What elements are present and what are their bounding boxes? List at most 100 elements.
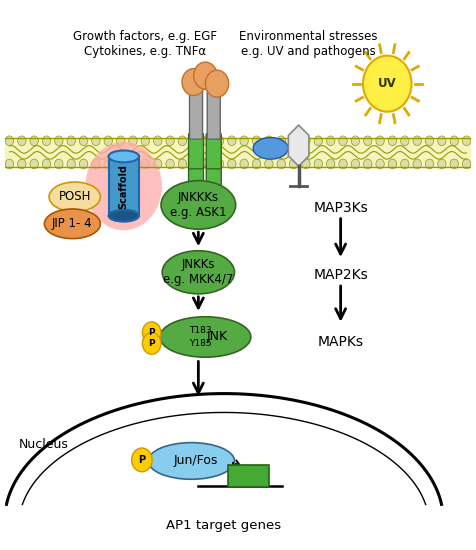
Circle shape [240, 159, 248, 169]
Circle shape [437, 159, 446, 169]
Circle shape [302, 136, 310, 146]
Circle shape [314, 159, 323, 169]
Ellipse shape [109, 210, 139, 222]
FancyBboxPatch shape [207, 87, 220, 139]
Circle shape [376, 159, 384, 169]
Circle shape [327, 159, 335, 169]
Circle shape [401, 159, 409, 169]
Circle shape [117, 159, 125, 169]
Circle shape [450, 136, 458, 146]
Circle shape [462, 136, 471, 146]
Text: JNK: JNK [207, 331, 228, 344]
Text: Y185: Y185 [189, 339, 212, 348]
Circle shape [401, 136, 409, 146]
Circle shape [190, 159, 199, 169]
Circle shape [339, 136, 347, 146]
Circle shape [79, 136, 88, 146]
Circle shape [351, 159, 359, 169]
Circle shape [67, 159, 75, 169]
FancyBboxPatch shape [228, 465, 269, 487]
Circle shape [166, 136, 174, 146]
Circle shape [462, 159, 471, 169]
Ellipse shape [49, 182, 100, 212]
Circle shape [252, 159, 261, 169]
Circle shape [153, 136, 162, 146]
Circle shape [203, 159, 211, 169]
Circle shape [450, 159, 458, 169]
Circle shape [142, 333, 161, 354]
FancyBboxPatch shape [188, 163, 203, 190]
Circle shape [5, 136, 14, 146]
Text: JNKKs
e.g. MKK4/7: JNKKs e.g. MKK4/7 [163, 258, 234, 287]
Text: AP1 target genes: AP1 target genes [167, 519, 282, 532]
Ellipse shape [44, 209, 100, 239]
Circle shape [153, 159, 162, 169]
Circle shape [363, 56, 412, 112]
FancyBboxPatch shape [206, 133, 221, 169]
Circle shape [388, 159, 397, 169]
Polygon shape [288, 125, 309, 166]
Circle shape [240, 136, 248, 146]
Circle shape [18, 136, 26, 146]
Ellipse shape [161, 180, 236, 229]
Text: MAP2Ks: MAP2Ks [313, 268, 368, 282]
Text: JNKKKs
e.g. ASK1: JNKKKs e.g. ASK1 [170, 191, 227, 219]
Circle shape [42, 159, 50, 169]
Circle shape [228, 159, 236, 169]
Circle shape [376, 136, 384, 146]
Circle shape [302, 159, 310, 169]
Circle shape [314, 136, 323, 146]
Circle shape [388, 136, 397, 146]
Circle shape [129, 159, 137, 169]
Circle shape [265, 136, 273, 146]
Text: T183: T183 [189, 326, 212, 335]
Circle shape [30, 159, 39, 169]
Circle shape [104, 136, 112, 146]
Text: P: P [139, 455, 146, 465]
Text: Jun/Fos: Jun/Fos [174, 454, 218, 467]
Circle shape [215, 136, 224, 146]
FancyBboxPatch shape [188, 133, 203, 169]
Text: Environmental stresses
e.g. UV and pathogens: Environmental stresses e.g. UV and patho… [239, 30, 377, 58]
Circle shape [364, 159, 372, 169]
Text: JIP 1- 4: JIP 1- 4 [52, 217, 93, 230]
Circle shape [92, 136, 100, 146]
Circle shape [55, 136, 63, 146]
Circle shape [42, 136, 50, 146]
Text: MAP3Ks: MAP3Ks [313, 201, 368, 214]
Circle shape [289, 159, 298, 169]
Ellipse shape [160, 317, 251, 357]
Circle shape [142, 322, 161, 343]
Circle shape [129, 136, 137, 146]
Ellipse shape [109, 151, 139, 162]
Circle shape [67, 136, 75, 146]
Text: Growth factors, e.g. EGF
Cytokines, e.g. TNFα: Growth factors, e.g. EGF Cytokines, e.g.… [73, 30, 217, 58]
Circle shape [104, 159, 112, 169]
Circle shape [178, 136, 187, 146]
Circle shape [117, 136, 125, 146]
Ellipse shape [253, 138, 288, 159]
Circle shape [86, 142, 162, 230]
Circle shape [265, 159, 273, 169]
Text: POSH: POSH [59, 190, 91, 204]
Polygon shape [5, 138, 471, 167]
Circle shape [351, 136, 359, 146]
Ellipse shape [148, 443, 235, 479]
Circle shape [18, 159, 26, 169]
Circle shape [277, 159, 286, 169]
Circle shape [190, 136, 199, 146]
Circle shape [182, 69, 205, 96]
Circle shape [339, 159, 347, 169]
Circle shape [92, 159, 100, 169]
Circle shape [289, 136, 298, 146]
Circle shape [215, 159, 224, 169]
Text: MAPKs: MAPKs [317, 336, 364, 349]
Text: P: P [149, 339, 155, 348]
Circle shape [413, 159, 421, 169]
Circle shape [79, 159, 88, 169]
Ellipse shape [162, 251, 235, 294]
Text: Scaffold: Scaffold [119, 163, 129, 208]
Text: P: P [149, 328, 155, 337]
Circle shape [30, 136, 39, 146]
Text: Nucleus: Nucleus [19, 438, 69, 452]
